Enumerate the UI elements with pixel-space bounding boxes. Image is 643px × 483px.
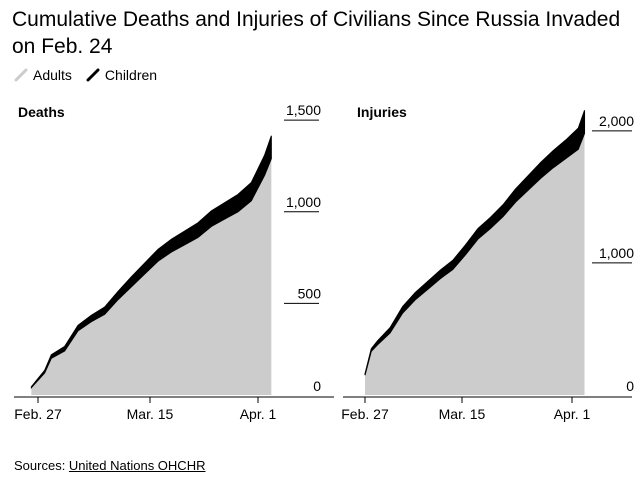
injuries-adults-area <box>365 133 585 395</box>
deaths-panel-title: Deaths <box>18 104 65 120</box>
deaths-y-tick-label: 1,500 <box>286 102 321 118</box>
legend-label-adults: Adults <box>33 67 72 83</box>
injuries-x-tick-label: Feb. 27 <box>341 406 389 422</box>
injuries-children-band <box>364 110 586 376</box>
deaths-children-band <box>30 135 272 389</box>
deaths-x-tick-label: Mar. 15 <box>127 406 174 422</box>
injuries-y-tick-label: 2,000 <box>599 113 634 129</box>
chart-title: Cumulative Deaths and Injuries of Civili… <box>12 8 621 58</box>
deaths-y-tick-label: 1,000 <box>286 194 321 210</box>
legend-label-children: Children <box>104 67 158 83</box>
injuries-panel-title: Injuries <box>357 104 407 120</box>
adults-swatch-icon <box>14 68 28 82</box>
injuries-y-tick-label: 1,000 <box>599 245 634 261</box>
legend-item-adults: Adults <box>14 67 72 83</box>
source-note: Sources: United Nations OHCHR <box>14 458 205 473</box>
legend-item-children: Children <box>86 67 157 83</box>
injuries-x-tick-label: Mar. 15 <box>439 406 486 422</box>
injuries-x-tick-label: Apr. 1 <box>554 406 591 422</box>
source-link[interactable]: United Nations OHCHR <box>68 458 206 473</box>
deaths-x-tick-label: Feb. 27 <box>14 406 62 422</box>
deaths-x-tick-label: Apr. 1 <box>240 406 277 422</box>
deaths-adults-area <box>31 158 272 395</box>
legend: Adults Children <box>14 67 171 83</box>
deaths-y-tick-label: 500 <box>298 285 322 301</box>
children-swatch-icon <box>86 68 100 82</box>
deaths-y-tick-label: 0 <box>313 378 321 394</box>
injuries-y-tick-label: 0 <box>626 378 634 394</box>
source-prefix: Sources: <box>14 458 69 473</box>
